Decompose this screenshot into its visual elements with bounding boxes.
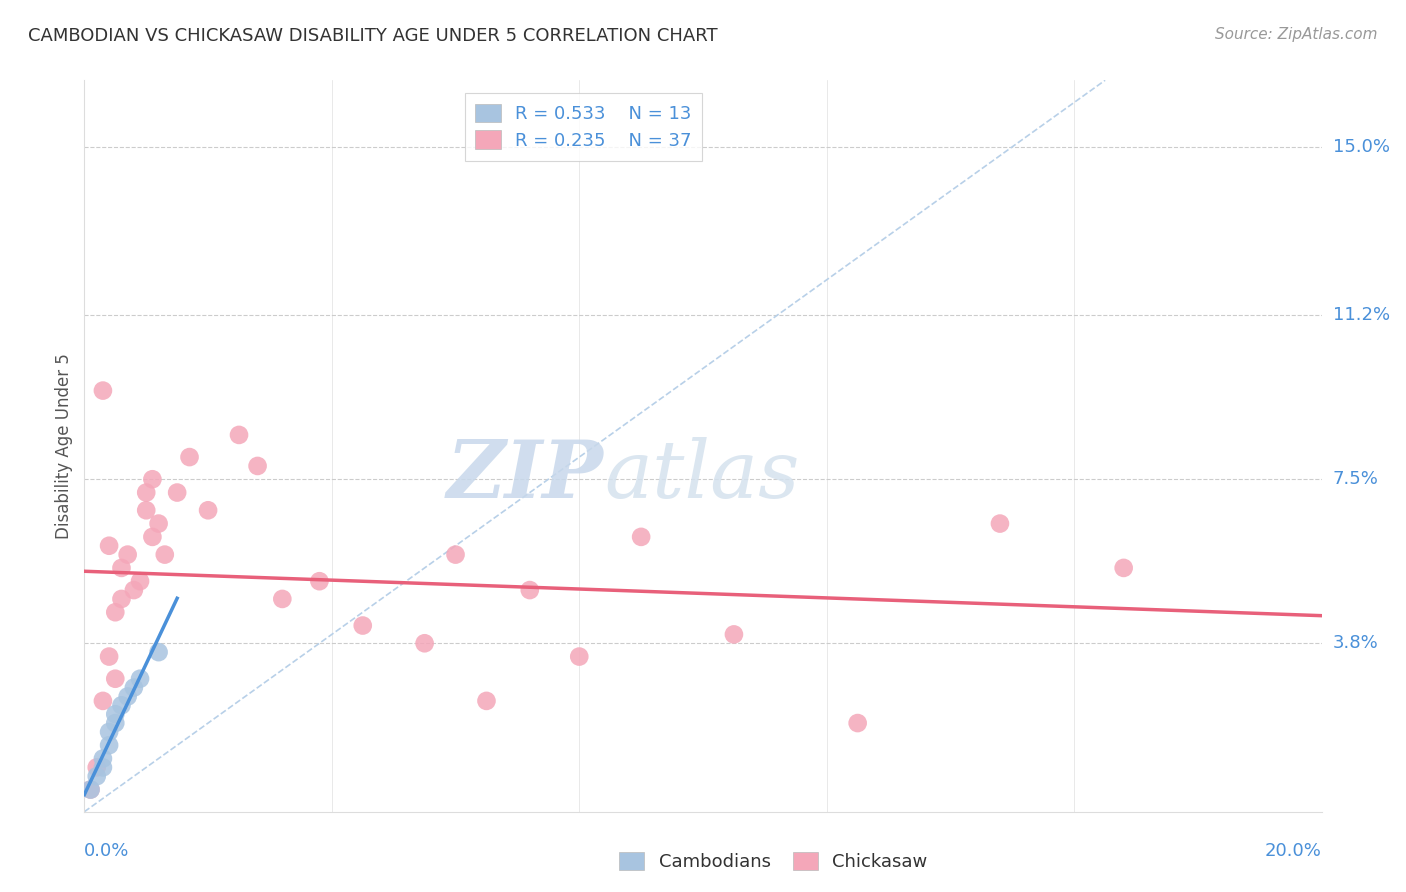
Point [104,672,127,686]
Point [79,782,101,797]
Point [98,649,121,664]
Point [1112,561,1135,575]
Point [141,530,163,544]
Point [519,583,541,598]
Point [246,458,269,473]
Text: CAMBODIAN VS CHICKASAW DISABILITY AGE UNDER 5 CORRELATION CHART: CAMBODIAN VS CHICKASAW DISABILITY AGE UN… [28,27,717,45]
Point [129,672,152,686]
Point [141,472,163,486]
Text: 7.5%: 7.5% [1333,470,1379,488]
Point [117,690,139,704]
Text: 15.0%: 15.0% [1333,137,1389,156]
Point [475,694,498,708]
Point [197,503,219,517]
Point [352,618,374,632]
Point [110,698,132,713]
Point [91,384,114,398]
Point [98,738,121,752]
Point [110,591,132,606]
Point [630,530,652,544]
Point [271,591,294,606]
Point [413,636,436,650]
Point [153,548,176,562]
Text: 3.8%: 3.8% [1333,634,1378,652]
Text: 0.0%: 0.0% [84,842,129,860]
Point [98,725,121,739]
Y-axis label: Disability Age Under 5: Disability Age Under 5 [55,353,73,539]
Point [98,539,121,553]
Point [444,548,467,562]
Point [148,516,170,531]
Point [135,485,157,500]
Point [104,707,127,722]
Text: Source: ZipAtlas.com: Source: ZipAtlas.com [1215,27,1378,42]
Point [179,450,201,464]
Point [117,548,139,562]
Point [122,681,145,695]
Point [104,605,127,619]
Point [166,485,188,500]
Point [86,769,108,783]
Text: ZIP: ZIP [447,436,605,514]
Point [86,760,108,774]
Text: 11.2%: 11.2% [1333,306,1391,324]
Legend: Cambodians, Chickasaw: Cambodians, Chickasaw [612,845,935,879]
Point [122,583,145,598]
Point [110,561,132,575]
Point [91,760,114,774]
Point [723,627,745,641]
Text: atlas: atlas [605,436,800,514]
Point [148,645,170,659]
Point [91,694,114,708]
Point [79,782,101,797]
Point [135,503,157,517]
Point [91,751,114,765]
Point [568,649,591,664]
Point [129,574,152,589]
Point [308,574,330,589]
Point [104,716,127,731]
Point [228,428,250,442]
Point [988,516,1011,531]
Point [846,716,869,731]
Text: 20.0%: 20.0% [1265,842,1322,860]
Legend: R = 0.533    N = 13, R = 0.235    N = 37: R = 0.533 N = 13, R = 0.235 N = 37 [464,93,703,161]
